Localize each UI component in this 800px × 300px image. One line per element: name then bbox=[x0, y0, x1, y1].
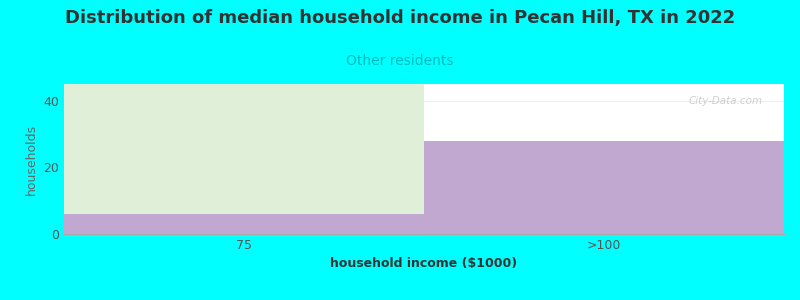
Text: Other residents: Other residents bbox=[346, 54, 454, 68]
Text: Distribution of median household income in Pecan Hill, TX in 2022: Distribution of median household income … bbox=[65, 9, 735, 27]
X-axis label: household income ($1000): household income ($1000) bbox=[330, 257, 518, 270]
Y-axis label: households: households bbox=[25, 123, 38, 195]
Text: City-Data.com: City-Data.com bbox=[688, 96, 762, 106]
